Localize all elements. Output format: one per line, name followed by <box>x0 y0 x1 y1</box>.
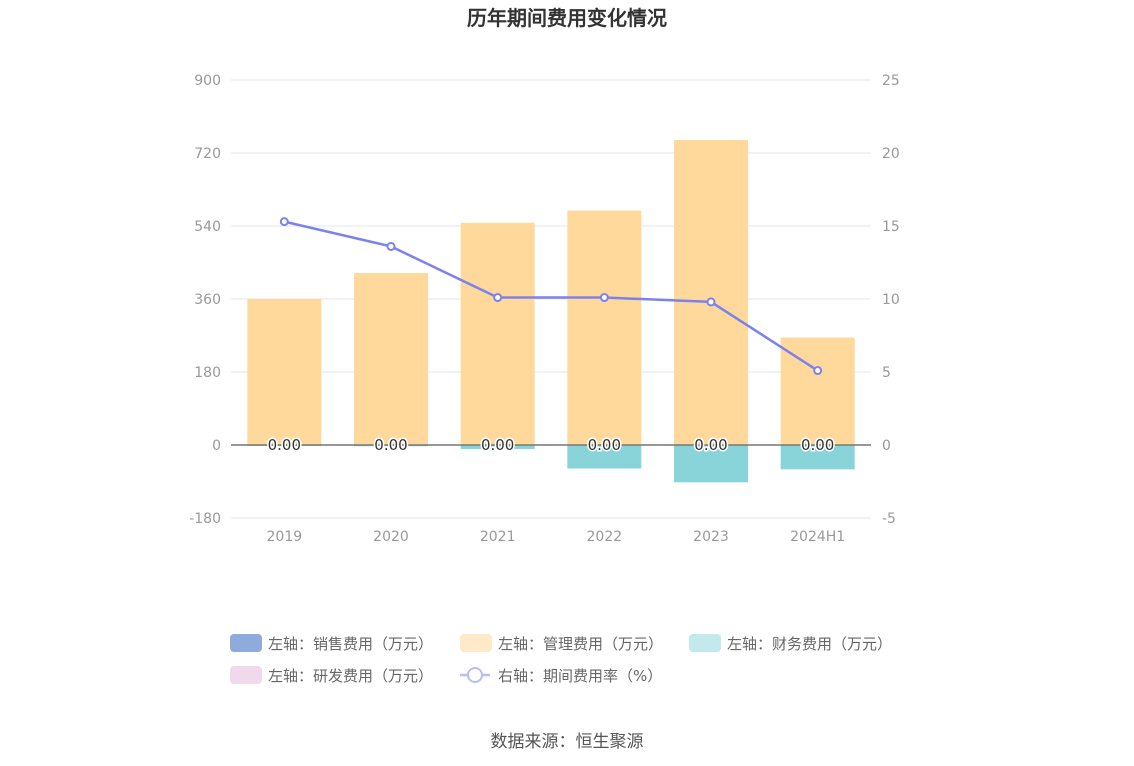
x-tick-label: 2020 <box>373 529 409 545</box>
bar-series1-2023 <box>674 140 748 445</box>
right-tick-label: 5 <box>882 365 891 381</box>
legend[interactable]: 左轴：销售费用（万元） 左轴：管理费用（万元） 左轴：财务费用（万元） 左轴：研发费用… <box>230 634 892 685</box>
legend-item-1[interactable]: 左轴：管理费用（万元） <box>460 634 663 653</box>
right-axis-ticks: 25 20 15 10 5 0 -5 <box>882 73 900 527</box>
right-tick-label: 25 <box>882 73 900 89</box>
legend-swatch-icon <box>230 666 262 684</box>
left-tick-label: 360 <box>194 292 221 308</box>
rate-line <box>284 220 819 372</box>
data-label-2023: 0.00 <box>694 436 727 454</box>
left-tick-label: 180 <box>194 365 221 381</box>
right-tick-label: 10 <box>882 292 900 308</box>
legend-item-4[interactable]: 右轴：期间费用率（%） <box>460 667 662 685</box>
chart-title: 历年期间费用变化情况 <box>467 6 667 30</box>
right-tick-label: 15 <box>882 219 900 235</box>
x-tick-label: 2024H1 <box>790 529 845 545</box>
legend-label: 左轴：研发费用（万元） <box>268 667 433 685</box>
legend-circle-icon <box>467 667 483 683</box>
legend-item-3[interactable]: 左轴：研发费用（万元） <box>230 666 433 685</box>
legend-item-2[interactable]: 左轴：财务费用（万元） <box>689 634 892 653</box>
rate-point-2020 <box>386 241 396 251</box>
data-label-2021: 0.00 <box>481 436 514 454</box>
legend-label: 左轴：销售费用（万元） <box>268 635 433 653</box>
x-axis-ticks: 2019 2020 2021 2022 2023 2024H1 <box>267 529 846 545</box>
data-labels: 0.00 0.00 0.00 0.00 0.00 0.00 <box>266 435 836 456</box>
right-tick-label: -5 <box>882 511 896 527</box>
data-label-2019: 0.00 <box>268 436 301 454</box>
bars <box>247 140 855 483</box>
bar-series1-2022 <box>567 210 642 445</box>
rate-point-2021 <box>493 293 503 303</box>
left-tick-label: 540 <box>194 219 221 235</box>
right-tick-label: 0 <box>882 438 891 454</box>
bar-series2-2021 <box>460 445 535 450</box>
left-tick-label: 0 <box>212 438 221 454</box>
x-tick-label: 2019 <box>267 529 303 545</box>
left-tick-label: -180 <box>189 511 221 527</box>
x-tick-label: 2023 <box>693 529 729 545</box>
rate-point-2023 <box>706 297 716 307</box>
bar-series1-2019 <box>247 299 322 445</box>
rate-point-2022 <box>599 293 609 303</box>
rate-point-2024H1 <box>813 366 823 376</box>
left-tick-label: 720 <box>194 146 221 162</box>
grid <box>231 79 871 519</box>
legend-swatch-icon <box>230 634 262 652</box>
legend-swatch-icon <box>689 634 721 652</box>
data-label-2020: 0.00 <box>374 436 407 454</box>
right-tick-label: 20 <box>882 146 900 162</box>
rate-line-series <box>279 217 823 376</box>
legend-swatch-icon <box>460 634 492 652</box>
bar-series1-2020 <box>354 273 428 445</box>
source-note: 数据来源：恒生聚源 <box>491 732 644 752</box>
data-label-2024H1: 0.00 <box>801 436 834 454</box>
x-tick-label: 2021 <box>480 529 516 545</box>
legend-item-0[interactable]: 左轴：销售费用（万元） <box>230 634 433 653</box>
x-tick-label: 2022 <box>587 529 623 545</box>
bar-series1-2021 <box>460 222 535 445</box>
bar-series2-2022 <box>567 445 642 469</box>
legend-label: 左轴：财务费用（万元） <box>727 635 892 653</box>
legend-label: 左轴：管理费用（万元） <box>498 635 663 653</box>
left-axis-ticks: 900 720 540 360 180 0 -180 <box>189 73 221 527</box>
bar-series2-2024H1 <box>780 445 855 470</box>
bar-series2-2023 <box>674 445 748 483</box>
data-label-2022: 0.00 <box>588 436 621 454</box>
legend-label: 右轴：期间费用率（%） <box>498 667 662 685</box>
rate-point-2019 <box>279 217 289 227</box>
left-tick-label: 900 <box>194 73 221 89</box>
